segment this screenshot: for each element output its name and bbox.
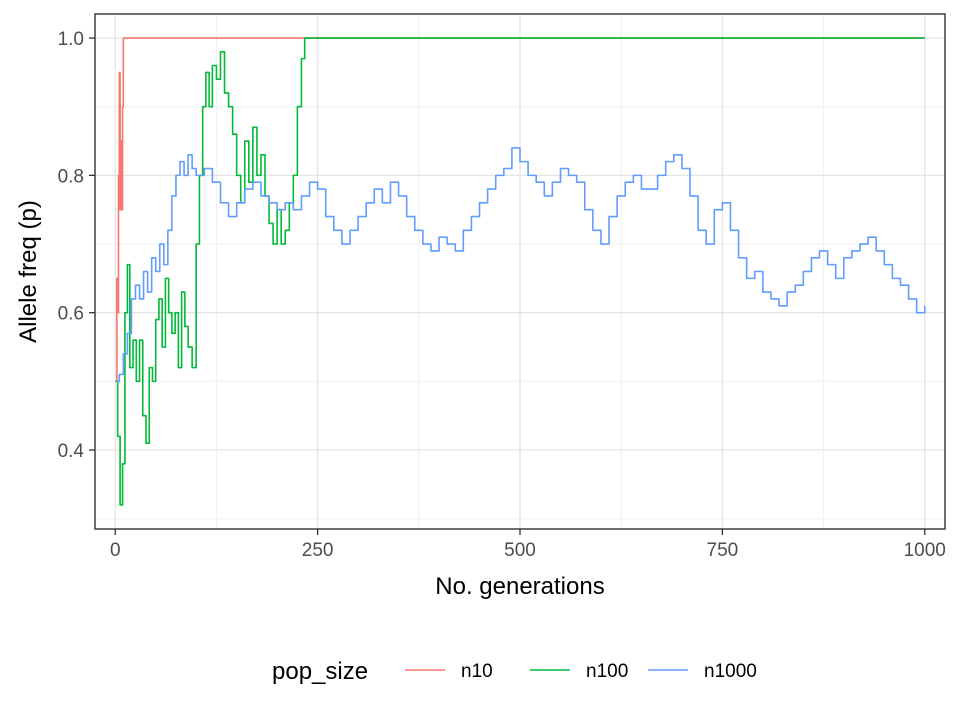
x-tick-label: 750 [707,540,739,561]
legend-title: pop_size [272,658,368,685]
y-tick-label: 0.6 [58,304,84,325]
series-line-n1000 [115,147,926,383]
x-tick-label: 0 [110,540,121,561]
legend-label-n10: n10 [461,661,493,682]
y-tick-label: 1.0 [58,29,84,50]
x-tick-label: 500 [504,540,536,561]
y-axis-title: Allele freq (p) [15,200,42,343]
legend: pop_size n10 n100 n1000 [272,658,757,685]
series-line-n10 [115,37,925,383]
legend-label-n1000: n1000 [704,661,757,682]
legend-keys: n10 n100 n1000 [405,661,757,682]
x-axis-ticks: 0 250 500 750 1000 [110,529,946,561]
y-axis-ticks: 0.4 0.6 0.8 1.0 [58,29,95,462]
x-tick-label: 1000 [904,540,946,561]
x-tick-label: 250 [302,540,334,561]
y-tick-label: 0.8 [58,166,84,187]
x-axis-title: No. generations [435,573,604,600]
y-tick-label: 0.4 [58,441,85,462]
series-lines [115,37,926,506]
legend-label-n100: n100 [586,661,628,682]
